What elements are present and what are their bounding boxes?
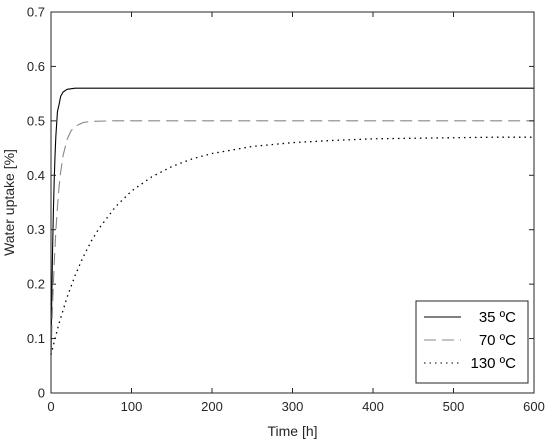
- tick-layer: 0 100 200 300 400 500 600 0 0.1 0.2 0.3 0.4 0.5 0.6 0.…: [27, 5, 545, 415]
- plot-area: 0 100 200 300 400 500 600 0 0.1 0.2 0.3 0.4 0.5 0.6 0.…: [27, 5, 545, 415]
- x-tick-label: 600: [523, 399, 545, 414]
- x-axis-label: Time [h]: [267, 423, 317, 439]
- series-line: [50, 120, 534, 355]
- y-tick-label: 0.7: [27, 5, 45, 20]
- series-line: [50, 136, 534, 356]
- y-tick-label: 0.3: [27, 222, 45, 237]
- series-line: [50, 87, 534, 355]
- x-tick-label: 300: [282, 399, 304, 414]
- y-tick-label: 0.2: [27, 277, 45, 292]
- y-tick-label: 0: [38, 386, 45, 401]
- y-tick-label: 0.4: [27, 168, 45, 183]
- legend-label: 130 ºC: [470, 355, 516, 372]
- x-tick-label: 500: [443, 399, 465, 414]
- y-tick-label: 0.5: [27, 113, 45, 128]
- legend-label: 70 ºC: [479, 332, 516, 349]
- x-tick-label: 400: [362, 399, 384, 414]
- legend-label: 35 ºC: [479, 309, 516, 326]
- y-tick-label: 0.6: [27, 59, 45, 74]
- x-tick-label: 0: [47, 399, 54, 414]
- x-tick-label: 100: [121, 399, 143, 414]
- y-axis-label: Water uptake [%]: [1, 149, 17, 256]
- y-tick-label: 0.1: [27, 331, 45, 346]
- legend: 35 ºC 70 ºC 130 ºC: [415, 300, 529, 384]
- x-tick-label: 200: [201, 399, 223, 414]
- legend-box: [415, 300, 529, 384]
- series-layer: [50, 87, 534, 356]
